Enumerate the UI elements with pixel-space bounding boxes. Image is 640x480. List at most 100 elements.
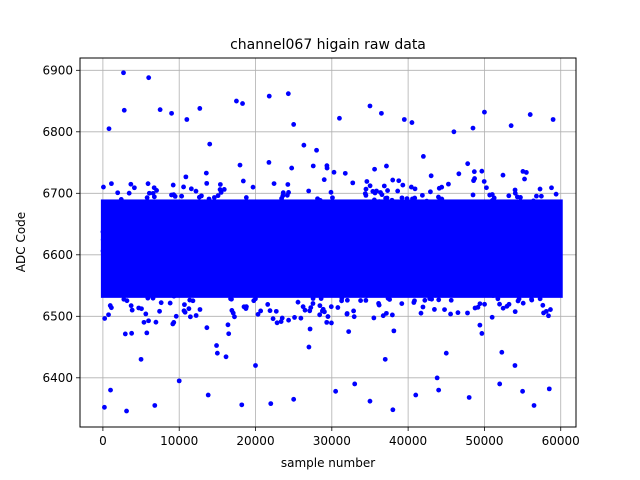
data-point — [193, 188, 199, 194]
data-point — [412, 186, 418, 192]
data-point — [266, 280, 272, 286]
data-point — [211, 246, 217, 252]
data-point — [500, 172, 506, 178]
data-point — [221, 214, 227, 220]
data-point — [479, 331, 485, 336]
data-point — [443, 255, 449, 261]
data-point — [400, 247, 405, 253]
data-point — [129, 224, 134, 230]
data-point — [196, 194, 202, 200]
data-point — [451, 129, 457, 135]
data-point — [292, 315, 297, 320]
data-point — [124, 408, 129, 414]
data-point — [215, 193, 221, 199]
data-point — [390, 177, 396, 183]
data-point — [256, 262, 262, 268]
data-point — [420, 224, 425, 230]
data-point — [310, 163, 316, 169]
data-point — [512, 256, 518, 262]
data-point — [171, 233, 177, 239]
data-point — [439, 196, 445, 202]
data-point — [187, 314, 193, 320]
data-point — [333, 227, 339, 233]
y-axis-ticks: 6400 6500 6600 6700 6800 6900 — [42, 63, 80, 385]
data-point — [462, 215, 468, 221]
data-point — [522, 232, 528, 238]
data-point — [383, 275, 389, 281]
data-point — [170, 182, 176, 188]
data-point — [489, 314, 495, 320]
data-point — [428, 257, 434, 263]
data-point — [426, 213, 432, 219]
data-point — [551, 203, 557, 208]
data-point — [262, 261, 268, 267]
data-point — [422, 246, 427, 252]
data-point — [286, 289, 292, 295]
data-point — [396, 178, 402, 184]
data-point — [260, 279, 266, 285]
data-point — [362, 191, 368, 197]
data-point — [239, 237, 245, 243]
data-point — [416, 249, 422, 254]
data-point — [143, 247, 149, 253]
data-point — [520, 222, 526, 228]
data-point — [267, 244, 272, 250]
x-tick-label: 0 — [99, 434, 107, 448]
data-point — [266, 260, 272, 266]
data-point — [231, 268, 237, 274]
x-axis-ticks: 0 10000 20000 30000 40000 50000 60000 — [99, 427, 580, 448]
data-point — [471, 169, 477, 175]
data-point — [169, 278, 175, 284]
data-point — [356, 283, 362, 289]
data-point — [307, 308, 313, 314]
data-point — [295, 203, 301, 208]
data-point — [115, 190, 121, 196]
data-point — [196, 248, 202, 254]
data-point — [382, 356, 388, 362]
data-point — [204, 180, 210, 186]
data-point — [178, 262, 184, 268]
x-tick-label: 40000 — [389, 434, 427, 448]
data-point — [301, 255, 307, 261]
data-point — [389, 197, 395, 203]
data-point — [154, 188, 159, 193]
data-point — [223, 354, 229, 360]
data-point — [109, 181, 114, 187]
data-point — [128, 181, 134, 187]
data-point — [540, 224, 545, 230]
data-point — [520, 388, 525, 394]
data-point — [389, 312, 395, 318]
data-point — [479, 168, 485, 174]
data-point — [555, 265, 560, 270]
data-point — [179, 193, 185, 199]
data-point — [333, 237, 339, 243]
data-point — [318, 210, 323, 216]
data-point — [146, 190, 152, 196]
data-point — [346, 245, 351, 251]
data-point — [352, 381, 358, 387]
data-point — [485, 222, 490, 228]
data-point — [504, 251, 510, 256]
data-point — [432, 272, 437, 278]
data-point — [118, 196, 124, 202]
data-point — [466, 262, 472, 268]
data-point — [207, 200, 212, 206]
data-point — [266, 93, 272, 99]
data-point — [281, 275, 287, 281]
data-point — [147, 239, 153, 245]
data-point — [289, 261, 294, 267]
data-point — [452, 214, 458, 219]
data-point — [258, 248, 263, 254]
data-point — [256, 280, 262, 286]
data-point — [378, 290, 384, 296]
data-point — [147, 279, 153, 285]
data-point — [295, 245, 300, 251]
data-point — [555, 242, 561, 248]
data-point — [434, 375, 440, 381]
data-point — [324, 319, 330, 325]
data-point — [491, 283, 497, 289]
data-point — [297, 219, 303, 225]
data-point — [435, 263, 441, 269]
data-point — [550, 117, 556, 122]
data-point — [432, 292, 438, 297]
